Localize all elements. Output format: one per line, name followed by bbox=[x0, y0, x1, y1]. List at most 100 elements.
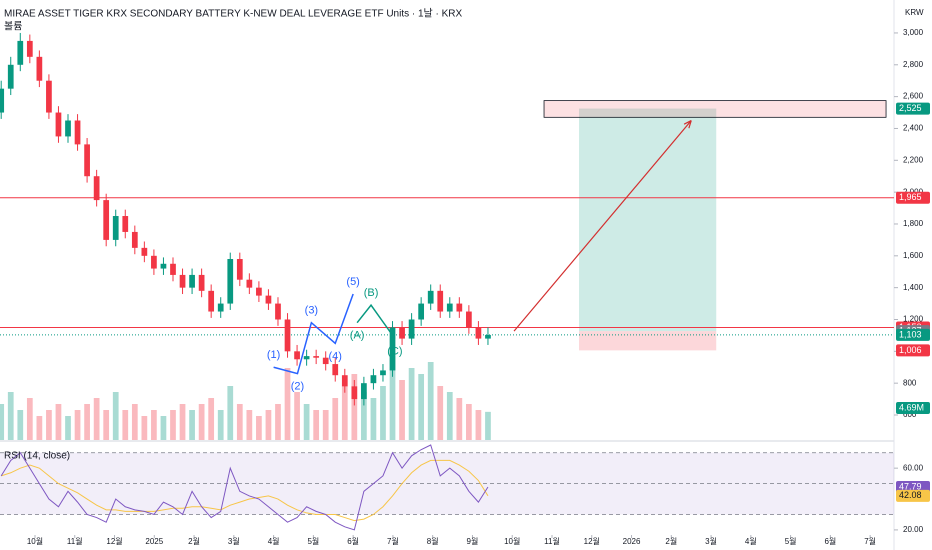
volume-bar bbox=[198, 404, 205, 440]
x-tick-label: 6월 bbox=[824, 536, 836, 546]
candle-body bbox=[475, 327, 482, 339]
x-tick-label: 2025 bbox=[145, 537, 163, 546]
volume-bar bbox=[17, 410, 24, 440]
rsi-line bbox=[0, 444, 489, 531]
volume-bar bbox=[131, 404, 138, 440]
candle-body bbox=[399, 327, 405, 339]
volume-bar bbox=[275, 404, 281, 440]
candle-body bbox=[160, 263, 167, 269]
x-tick-label: 7월 bbox=[864, 536, 876, 546]
candle-body bbox=[84, 144, 90, 177]
x-tick-label: 11월 bbox=[67, 536, 83, 546]
candle-body bbox=[437, 290, 444, 312]
candle-body bbox=[198, 274, 205, 291]
candle-body bbox=[351, 386, 358, 400]
y-tick-label: 2,400 bbox=[903, 124, 924, 133]
x-tick-label: 2월 bbox=[188, 536, 200, 546]
volume-bar bbox=[160, 416, 167, 440]
wave-label: (C) bbox=[387, 346, 402, 358]
candle-body bbox=[189, 274, 195, 288]
candle-body bbox=[418, 303, 425, 320]
x-tick-label: 7월 bbox=[387, 536, 399, 546]
volume-bar bbox=[284, 368, 291, 440]
volume-bar bbox=[418, 374, 425, 440]
candle-body bbox=[332, 364, 339, 376]
subtitle: 볼륨 bbox=[4, 21, 22, 33]
volume-bar bbox=[236, 404, 243, 440]
volume-bar bbox=[265, 410, 272, 440]
candle-body bbox=[361, 383, 367, 400]
volume-bar bbox=[0, 404, 5, 440]
y-tick-label: 600 bbox=[903, 410, 917, 419]
reward-zone bbox=[579, 108, 717, 332]
volume-bar bbox=[389, 356, 396, 440]
y-tick-label: 1,400 bbox=[903, 283, 924, 292]
candle-body bbox=[131, 231, 138, 248]
x-tick-label: 12월 bbox=[106, 536, 122, 546]
candle-body bbox=[313, 356, 320, 358]
rsi-tick-label: 60.00 bbox=[903, 463, 924, 472]
candle-body bbox=[55, 112, 62, 137]
y-tick-label: 1,600 bbox=[903, 251, 924, 260]
candle-body bbox=[236, 259, 243, 280]
level-label: 1,006 bbox=[899, 345, 922, 355]
volume-bar bbox=[322, 410, 329, 440]
volume-bar bbox=[341, 386, 348, 440]
volume-bar bbox=[26, 398, 33, 440]
candle-body bbox=[36, 56, 43, 81]
candle-body bbox=[227, 259, 234, 304]
candle-body bbox=[26, 40, 33, 57]
candle-body bbox=[7, 64, 14, 89]
volume-tag bbox=[896, 402, 930, 414]
volume-bar bbox=[36, 416, 43, 440]
y-tick-label: 2,200 bbox=[903, 155, 924, 164]
volume-bar bbox=[189, 410, 195, 440]
volume-bar bbox=[217, 410, 224, 440]
candle-body bbox=[246, 279, 253, 288]
rsi-ma-tag bbox=[896, 489, 930, 502]
rsi-value-label: 47.79 bbox=[899, 481, 922, 491]
x-tick-label: 8월 bbox=[427, 536, 439, 546]
wave-label: (B) bbox=[364, 287, 379, 299]
arrow bbox=[513, 120, 692, 332]
candle-body bbox=[141, 247, 148, 256]
candle-body bbox=[370, 375, 377, 384]
volume-bar bbox=[141, 416, 148, 440]
candle-body bbox=[275, 303, 281, 320]
x-tick-label: 9월 bbox=[467, 536, 479, 546]
candle-body bbox=[170, 263, 176, 275]
wave-label: (3) bbox=[305, 305, 318, 317]
volume-bar bbox=[103, 410, 110, 440]
rsi-ma-line bbox=[1, 459, 489, 522]
risk-zone bbox=[579, 331, 717, 351]
volume-bar bbox=[313, 410, 320, 440]
y-tick-label: 2,600 bbox=[903, 92, 924, 101]
level-label: 1,965 bbox=[899, 192, 922, 202]
candle-body bbox=[466, 311, 472, 328]
y-tick-label: 800 bbox=[903, 378, 917, 387]
volume-bar bbox=[303, 404, 310, 440]
candle-body bbox=[217, 303, 224, 312]
candle-body bbox=[322, 357, 329, 365]
volume-bar bbox=[7, 392, 14, 440]
candle-body bbox=[208, 290, 215, 312]
wave-label: (4) bbox=[329, 350, 342, 362]
level-tag bbox=[896, 102, 930, 115]
volume-bar bbox=[408, 368, 415, 440]
x-tick-label: 10월 bbox=[27, 536, 43, 546]
x-tick-label: 5월 bbox=[307, 536, 319, 546]
level-tag bbox=[896, 344, 930, 357]
candle-body bbox=[179, 274, 186, 288]
target-zone bbox=[543, 100, 887, 118]
candle-body bbox=[17, 40, 24, 65]
volume-bar bbox=[93, 398, 100, 440]
x-tick-label: 12월 bbox=[584, 536, 600, 546]
volume-bar bbox=[370, 398, 377, 440]
wave-label: (2) bbox=[291, 381, 304, 393]
candle-body bbox=[284, 319, 291, 352]
wave-label: (A) bbox=[350, 330, 365, 342]
candle-body bbox=[112, 216, 119, 240]
volume-bar bbox=[208, 398, 215, 440]
candle-body bbox=[122, 216, 129, 232]
